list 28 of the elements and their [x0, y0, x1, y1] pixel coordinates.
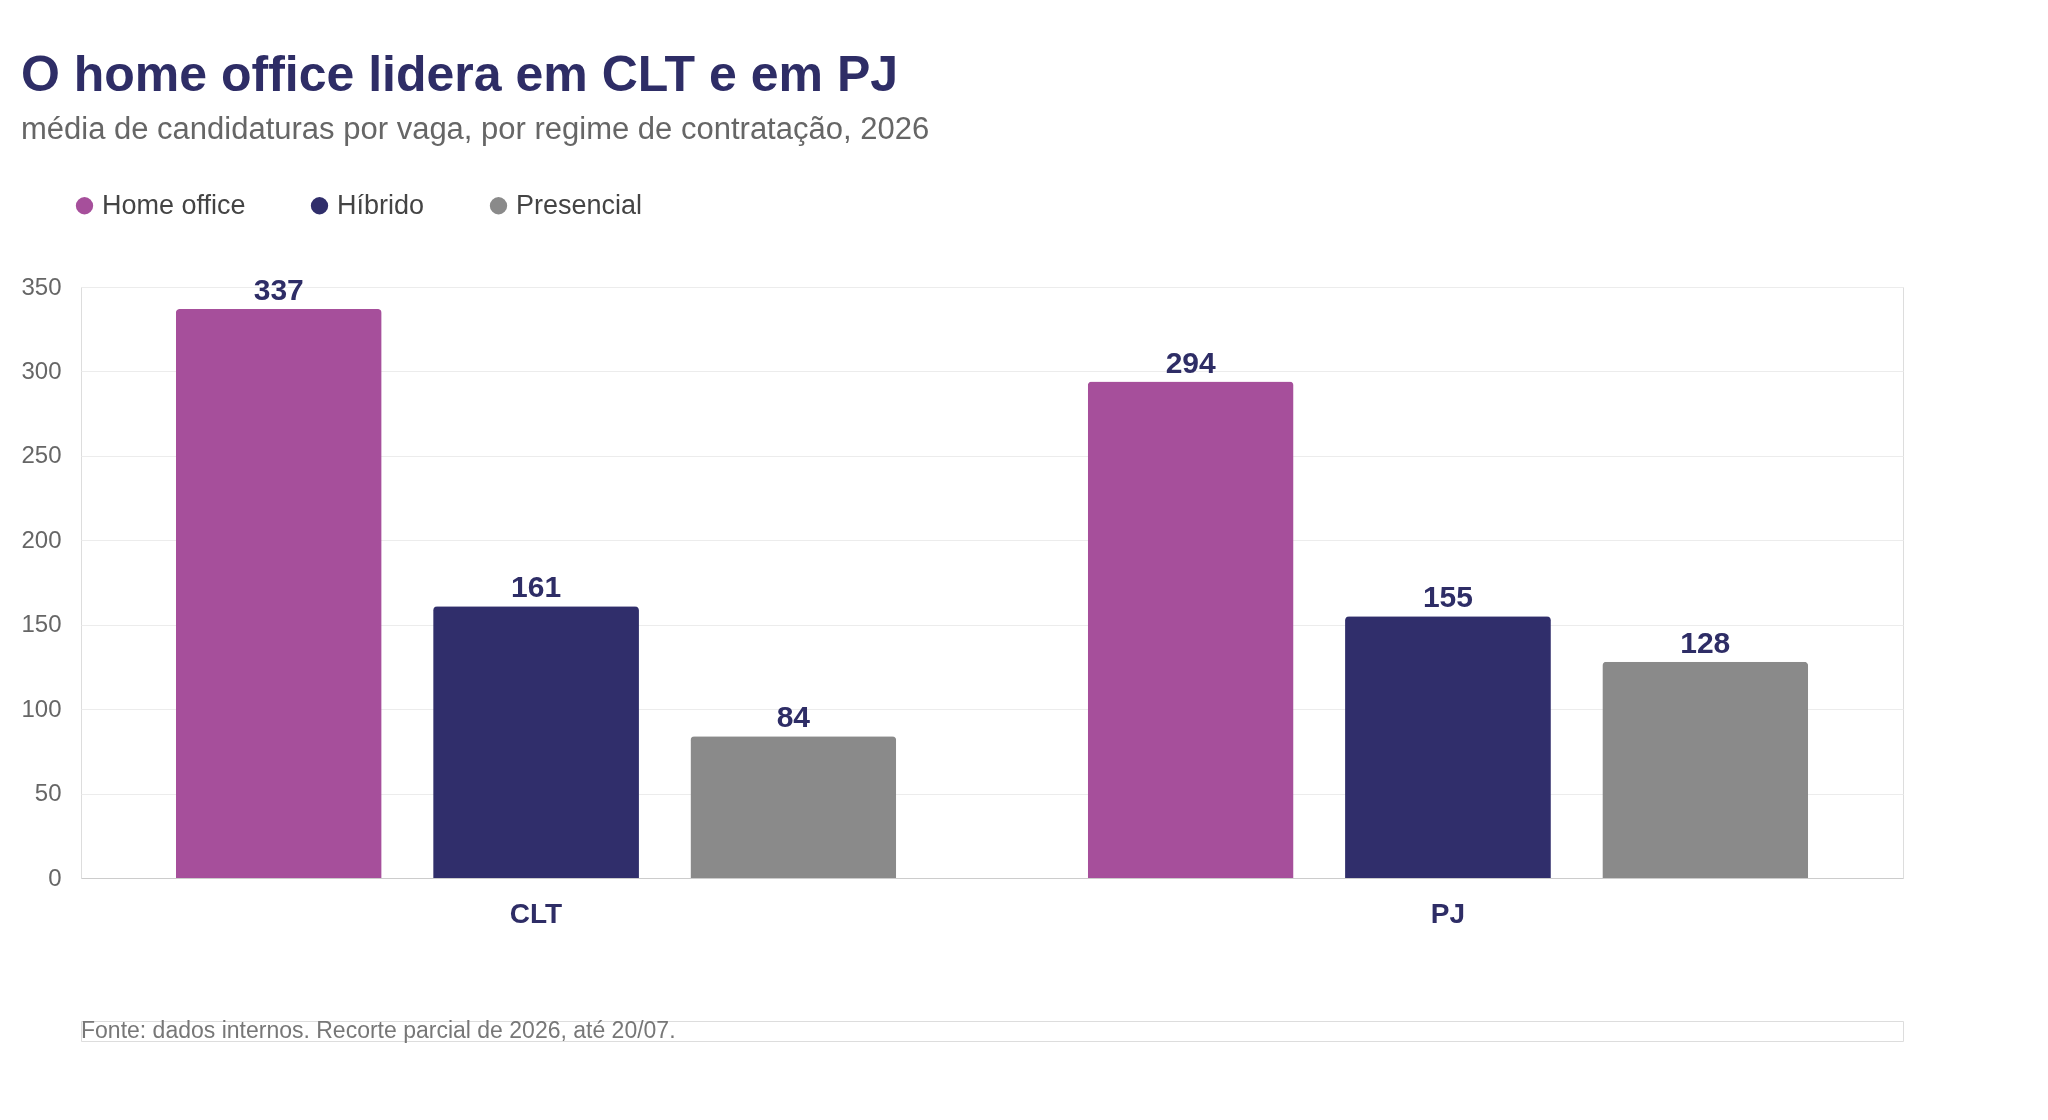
- bar: [433, 606, 639, 878]
- bar: [1087, 381, 1294, 878]
- y-tick-label: 350: [21, 272, 62, 300]
- legend-label: Presencial: [516, 189, 643, 220]
- data-label: 161: [511, 570, 562, 604]
- chart-title: O home office lidera em CLT e em PJ: [20, 46, 899, 102]
- x-tick-label: CLT: [509, 897, 563, 929]
- legend-label: Home office: [102, 189, 246, 220]
- data-label: 155: [1422, 580, 1473, 614]
- data-label: 128: [1680, 625, 1731, 659]
- bar: [1602, 661, 1809, 878]
- legend-label: Híbrido: [337, 189, 425, 220]
- y-tick-label: 200: [21, 525, 62, 553]
- y-tick-label: 50: [34, 779, 62, 807]
- data-label: 337: [253, 272, 304, 306]
- x-tick-label: PJ: [1430, 897, 1466, 929]
- data-label: 294: [1165, 345, 1216, 379]
- y-tick-label: 150: [21, 610, 62, 638]
- bar: [690, 736, 897, 878]
- data-label: 84: [776, 700, 811, 734]
- y-tick-label: 250: [21, 441, 62, 469]
- bar: [1345, 616, 1551, 878]
- chart-subtitle: média de candidaturas por vaga, por regime de contratação, 2026: [20, 111, 930, 146]
- bar: [175, 308, 382, 878]
- y-tick-label: 0: [48, 863, 62, 891]
- source-note: Fonte: dados internos. Recorte parcial de 2026, até 20/07.: [81, 1017, 676, 1043]
- y-tick-label: 100: [21, 694, 62, 722]
- y-tick-label: 300: [21, 356, 62, 384]
